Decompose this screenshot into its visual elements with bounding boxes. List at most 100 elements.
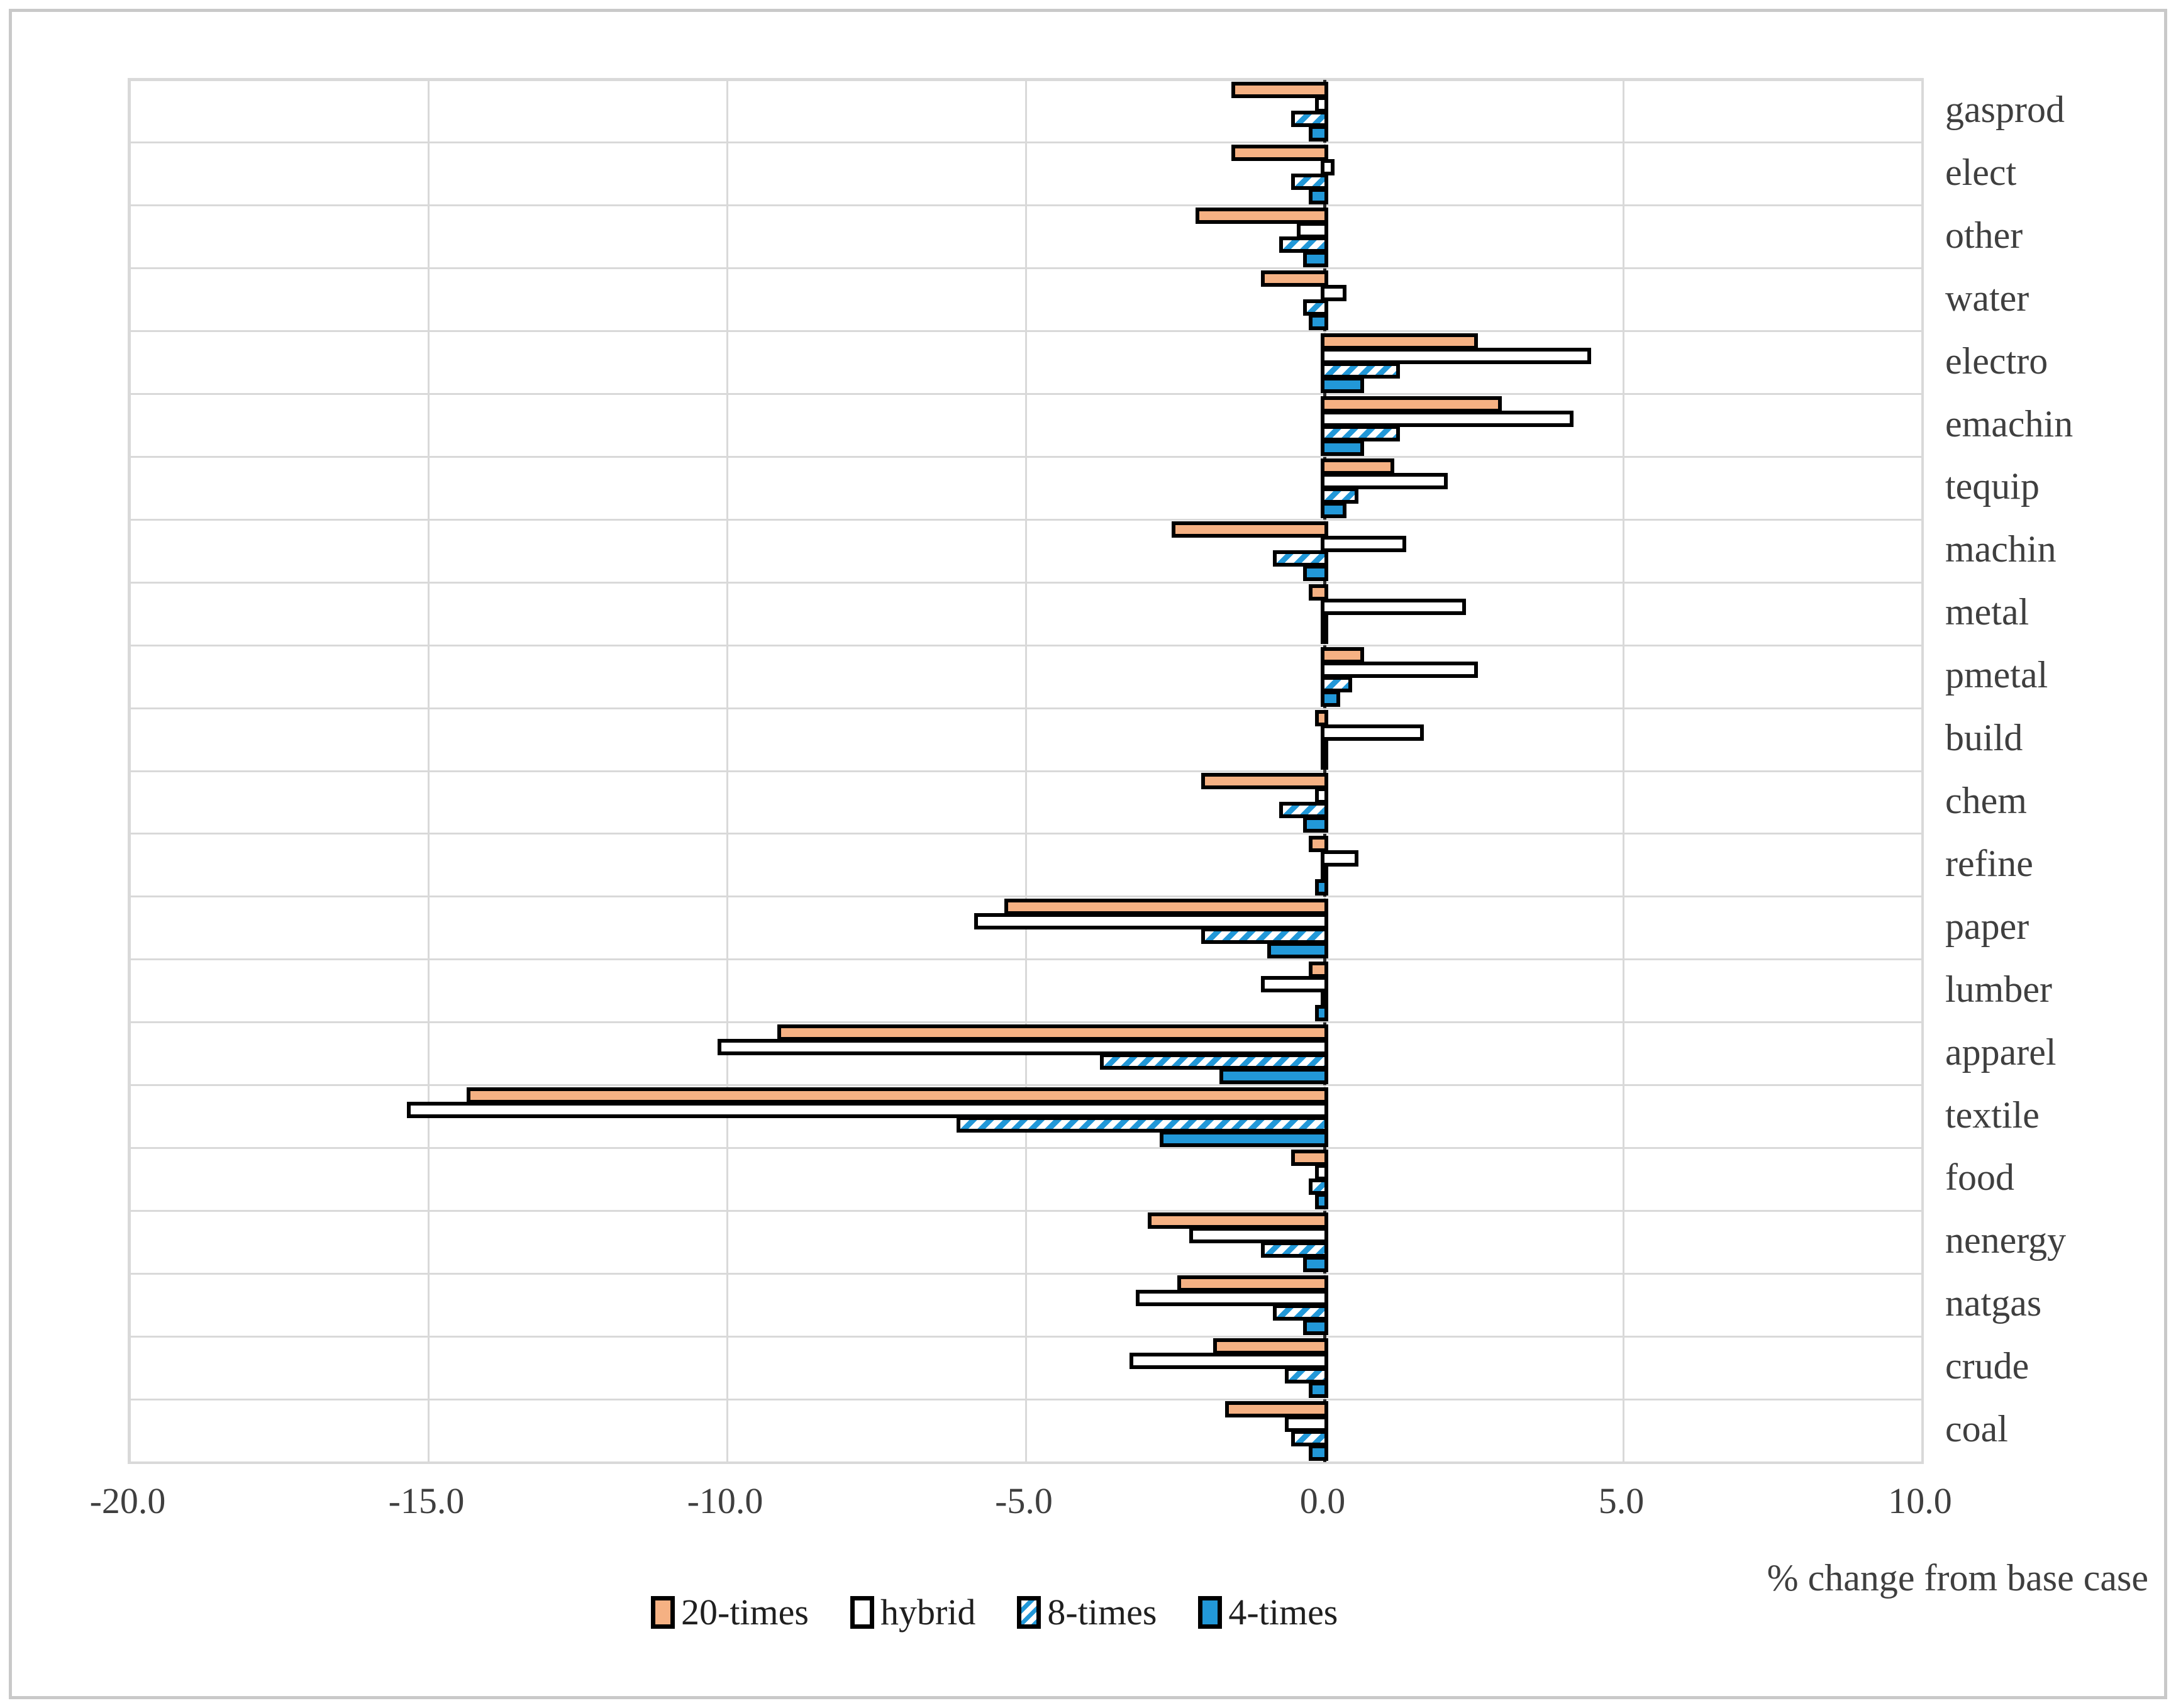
category-label-chem: chem (1945, 779, 2027, 821)
category-label-elect: elect (1945, 151, 2017, 193)
category-label-refine: refine (1945, 842, 2033, 884)
bar-4-times-textile (1159, 1130, 1328, 1147)
bar-hybrid-tequip (1321, 473, 1448, 490)
horizontal-gridline (130, 896, 1922, 898)
bar-20-times-chem (1201, 773, 1328, 789)
bar-20-times-water (1261, 270, 1328, 287)
bar-20-times-metal (1309, 584, 1328, 601)
bar-20-times-coal (1225, 1401, 1328, 1418)
horizontal-gridline (130, 204, 1922, 207)
category-label-tequip: tequip (1945, 465, 2040, 507)
legend-swatch-4-times (1198, 1596, 1223, 1629)
legend-item-hybrid: hybrid (850, 1590, 975, 1634)
x-tick-label-5.0: 5.0 (1598, 1480, 1645, 1521)
bar-4-times-apparel (1219, 1067, 1328, 1084)
horizontal-gridline (130, 958, 1922, 961)
bar-4-times-natgas (1302, 1319, 1328, 1336)
bar-20-times-gasprod (1231, 82, 1328, 98)
category-label-apparel: apparel (1945, 1031, 2057, 1073)
horizontal-gridline (130, 455, 1922, 458)
horizontal-gridline (130, 1021, 1922, 1024)
bar-4-times-crude (1309, 1382, 1328, 1399)
bar-4-times-pmetal (1321, 690, 1340, 707)
bar-hybrid-apparel (717, 1038, 1328, 1055)
bar-4-times-food (1314, 1193, 1328, 1210)
bar-4-times-lumber (1314, 1004, 1328, 1021)
zero-axis-dashed-line (1323, 80, 1326, 1462)
bar-4-times-electro (1321, 376, 1364, 393)
legend-label-8-times: 8-times (1047, 1592, 1157, 1633)
category-label-food: food (1945, 1156, 2014, 1199)
legend-item-20-times: 20-times (651, 1590, 809, 1634)
category-label-nenergy: nenergy (1945, 1219, 2067, 1262)
category-label-lumber: lumber (1945, 968, 2052, 1010)
horizontal-gridline (130, 1461, 1922, 1463)
plot-area (128, 78, 1924, 1464)
horizontal-gridline (130, 833, 1922, 835)
horizontal-gridline (130, 1398, 1922, 1400)
bar-20-times-food (1291, 1150, 1328, 1167)
bar-hybrid-refine (1321, 850, 1358, 867)
bar-4-times-coal (1309, 1445, 1328, 1461)
horizontal-gridline (130, 581, 1922, 584)
horizontal-gridline (130, 141, 1922, 144)
legend-item-4-times: 4-times (1198, 1590, 1338, 1634)
bar-hybrid-water (1321, 284, 1346, 301)
category-label-natgas: natgas (1945, 1282, 2042, 1324)
horizontal-gridline (130, 644, 1922, 646)
category-label-gasprod: gasprod (1945, 88, 2065, 130)
bar-20-times-emachin (1321, 396, 1502, 413)
x-tick-label--20.0: -20.0 (89, 1480, 166, 1521)
bar-8-times-pmetal (1321, 676, 1352, 693)
category-label-crude: crude (1945, 1345, 2029, 1387)
bar-8-times-water (1302, 299, 1328, 316)
category-label-build: build (1945, 717, 2023, 759)
bar-4-times-nenergy (1302, 1256, 1328, 1273)
legend-label-4-times: 4-times (1228, 1592, 1338, 1633)
bar-8-times-apparel (1099, 1053, 1328, 1070)
x-tick-label--10.0: -10.0 (687, 1480, 763, 1521)
legend-swatch-8-times (1017, 1596, 1041, 1629)
bar-20-times-elect (1231, 144, 1328, 161)
x-tick-label-10.0: 10.0 (1888, 1480, 1952, 1521)
bar-4-times-refine (1314, 879, 1328, 896)
bar-8-times-machin (1273, 550, 1328, 567)
bar-4-times-emachin (1321, 439, 1364, 456)
figure-frame (9, 9, 2167, 1699)
category-label-coal: coal (1945, 1408, 2008, 1450)
bar-hybrid-electro (1321, 347, 1591, 364)
legend-item-8-times: 8-times (1017, 1590, 1157, 1634)
bar-4-times-metal (1321, 628, 1328, 645)
bar-4-times-build (1321, 753, 1328, 770)
legend-swatch-20-times (651, 1596, 675, 1629)
bar-4-times-elect (1309, 187, 1328, 204)
bar-hybrid-nenergy (1189, 1227, 1328, 1244)
category-label-pmetal: pmetal (1945, 654, 2048, 696)
bar-hybrid-metal (1321, 599, 1466, 616)
bar-20-times-refine (1309, 835, 1328, 852)
bar-hybrid-crude (1130, 1353, 1328, 1370)
bar-4-times-other (1302, 250, 1328, 267)
bar-4-times-paper (1267, 941, 1328, 958)
horizontal-gridline (130, 707, 1922, 709)
bar-hybrid-textile (406, 1101, 1328, 1118)
bar-hybrid-lumber (1261, 975, 1328, 992)
vertical-gridline (1921, 80, 1923, 1462)
bar-20-times-pmetal (1321, 647, 1364, 664)
legend-label-20-times: 20-times (681, 1592, 809, 1633)
legend-label-hybrid: hybrid (880, 1592, 976, 1633)
x-axis-title: % change from base case (1767, 1557, 2148, 1599)
bar-8-times-natgas (1273, 1304, 1328, 1321)
bar-hybrid-build (1321, 724, 1424, 741)
horizontal-gridline (130, 267, 1922, 270)
x-tick-label-0.0: 0.0 (1299, 1480, 1346, 1521)
bar-8-times-nenergy (1261, 1241, 1328, 1258)
category-label-machin: machin (1945, 528, 2057, 570)
bar-20-times-other (1195, 207, 1328, 224)
horizontal-gridline (130, 393, 1922, 396)
x-tick-label--5.0: -5.0 (995, 1480, 1053, 1521)
category-label-paper: paper (1945, 905, 2029, 947)
bar-20-times-machin (1171, 521, 1328, 538)
category-label-emachin: emachin (1945, 402, 2073, 445)
